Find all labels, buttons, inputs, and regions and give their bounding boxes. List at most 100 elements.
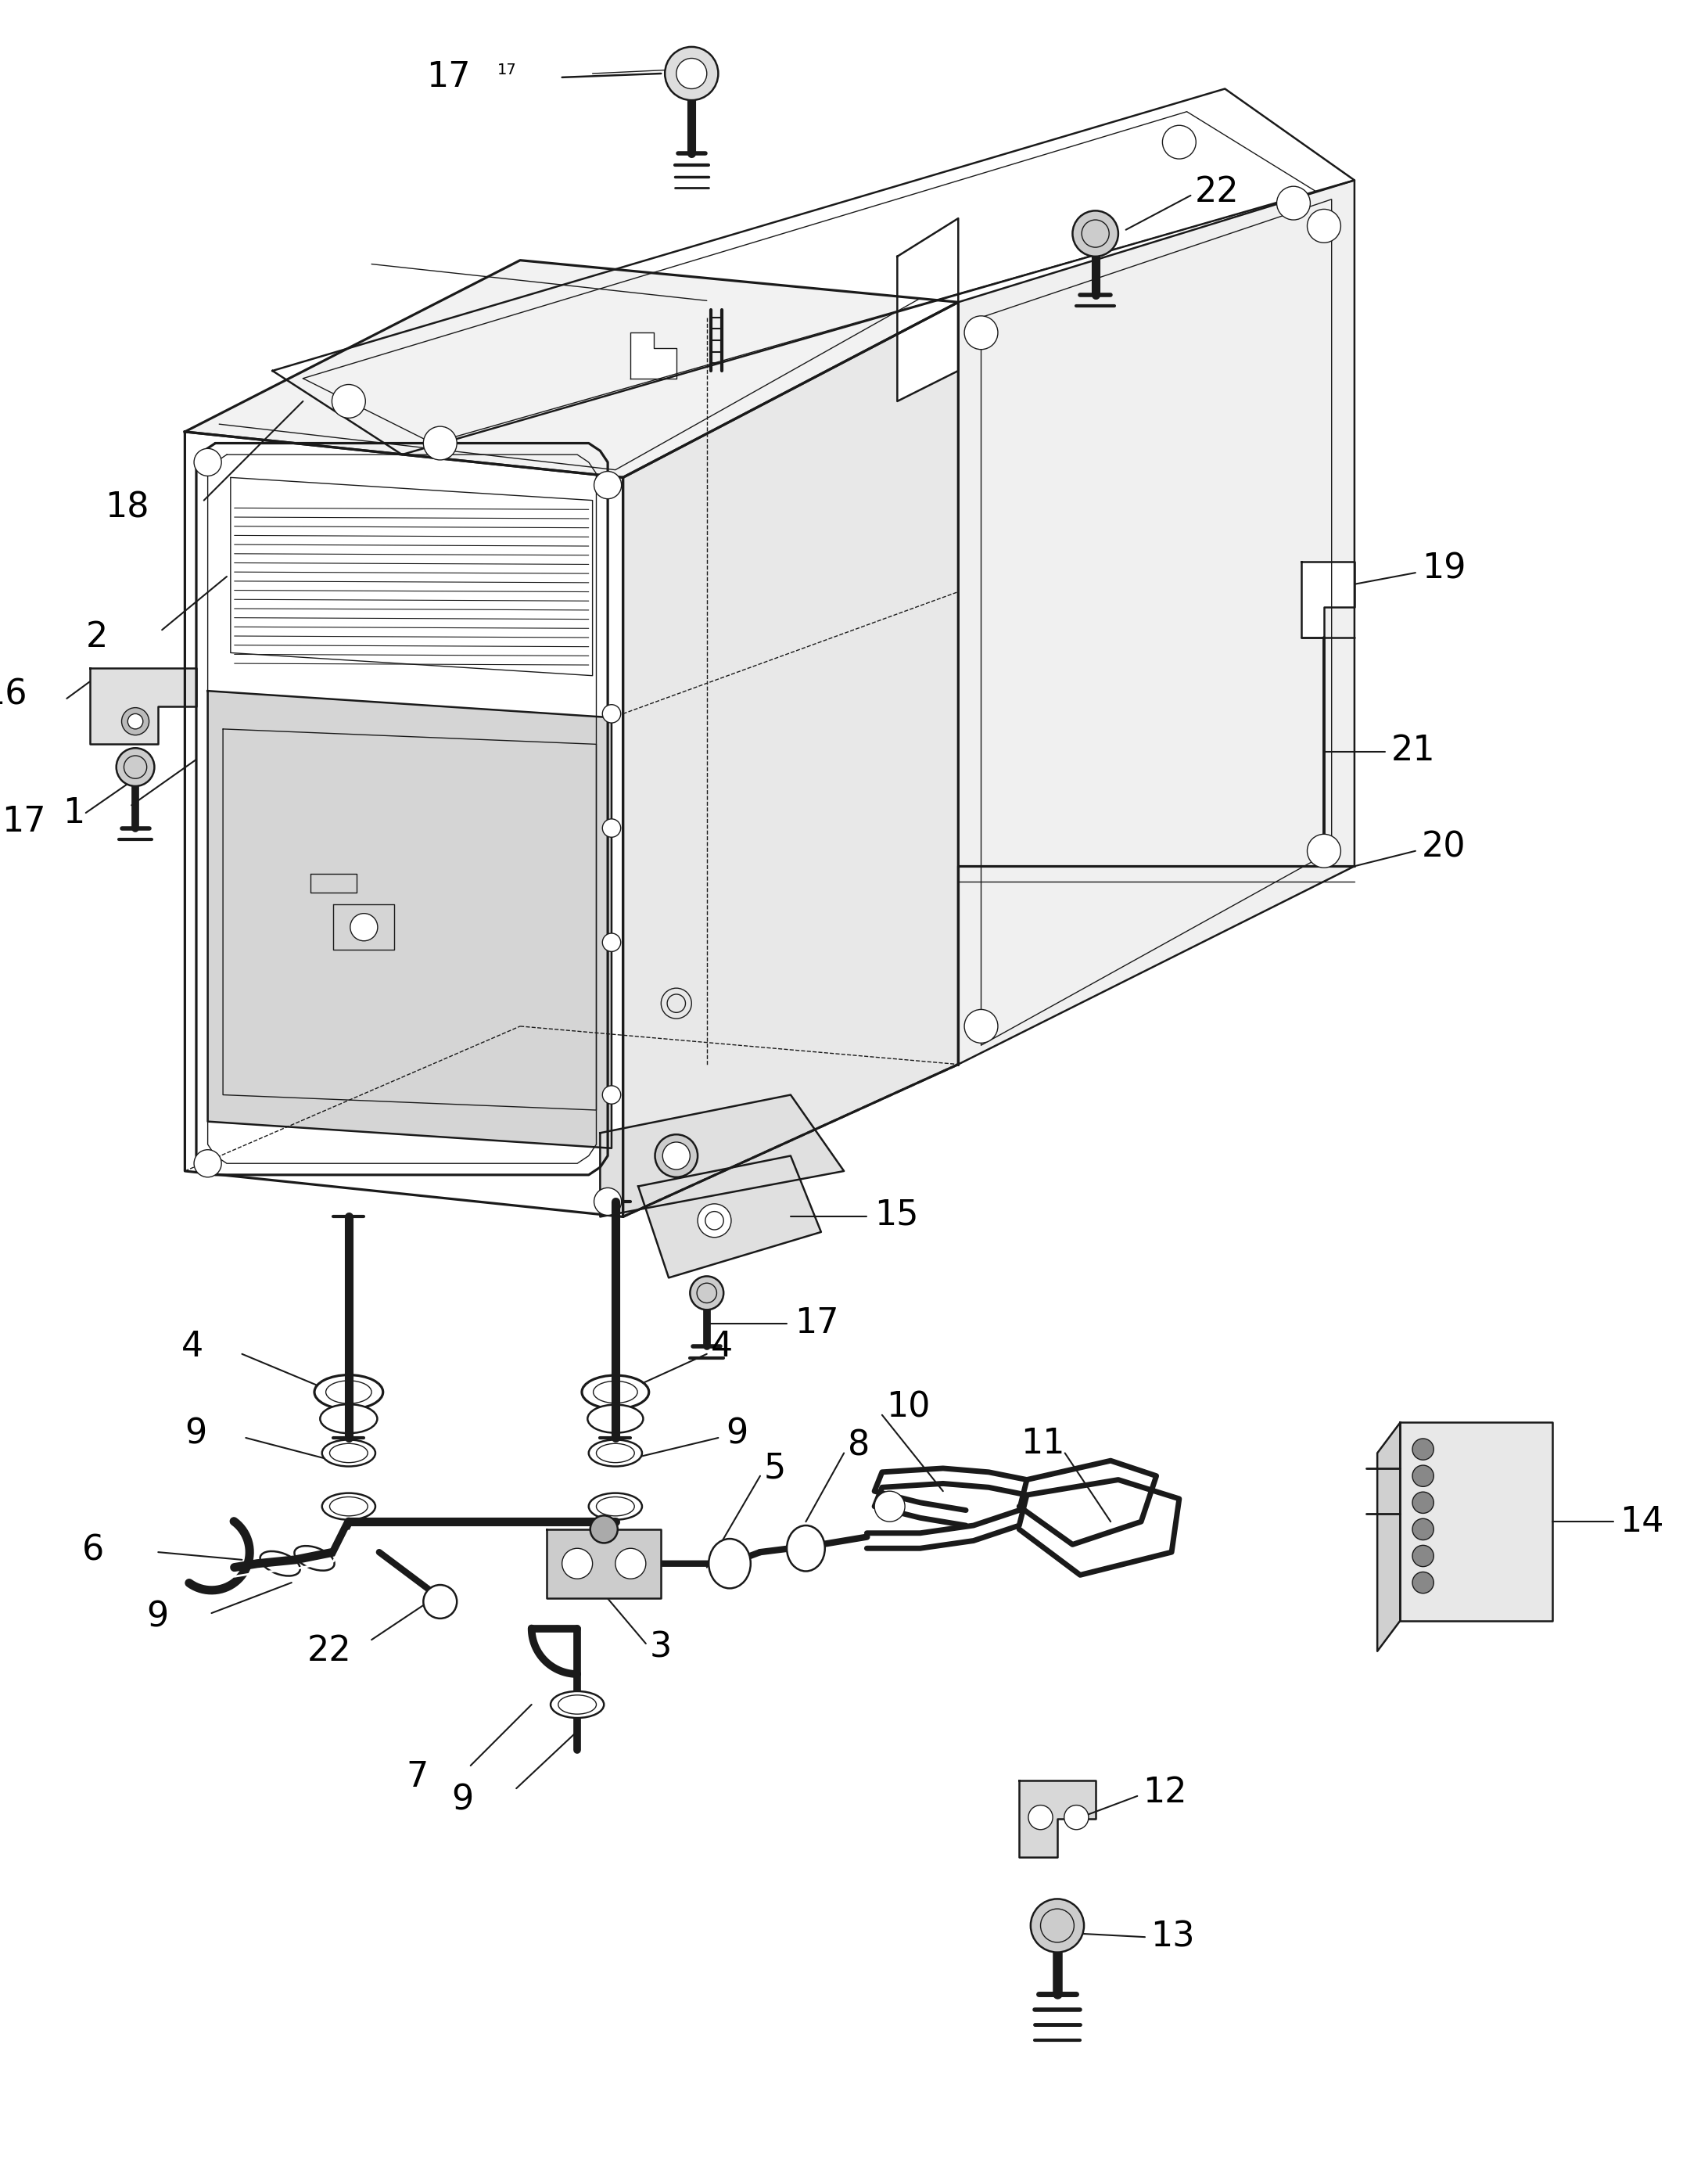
- Text: 16: 16: [0, 677, 27, 712]
- Circle shape: [697, 1205, 731, 1237]
- Circle shape: [591, 1516, 618, 1542]
- Circle shape: [603, 820, 620, 837]
- Ellipse shape: [589, 1492, 642, 1521]
- Circle shape: [615, 1549, 646, 1579]
- Text: 17: 17: [794, 1306, 839, 1341]
- Text: 17: 17: [427, 61, 471, 95]
- Ellipse shape: [596, 1497, 634, 1516]
- Ellipse shape: [550, 1691, 605, 1717]
- Ellipse shape: [593, 1380, 637, 1404]
- Circle shape: [654, 1133, 697, 1177]
- Ellipse shape: [596, 1443, 634, 1462]
- Ellipse shape: [330, 1497, 367, 1516]
- Text: 19: 19: [1421, 552, 1465, 586]
- Circle shape: [676, 58, 707, 89]
- Circle shape: [350, 913, 377, 941]
- Text: 17: 17: [2, 805, 46, 839]
- Circle shape: [1030, 1899, 1085, 1953]
- Polygon shape: [623, 303, 958, 1218]
- Ellipse shape: [588, 1404, 644, 1432]
- Circle shape: [965, 316, 997, 350]
- Circle shape: [1413, 1518, 1433, 1540]
- Ellipse shape: [314, 1376, 383, 1410]
- Text: 20: 20: [1421, 831, 1465, 863]
- Polygon shape: [208, 690, 611, 1149]
- Ellipse shape: [323, 1492, 376, 1521]
- Circle shape: [965, 1010, 997, 1043]
- Circle shape: [603, 932, 620, 952]
- Circle shape: [1278, 186, 1310, 221]
- Circle shape: [690, 1276, 724, 1311]
- Polygon shape: [1377, 1423, 1401, 1650]
- Text: 9: 9: [184, 1417, 207, 1451]
- Circle shape: [603, 1086, 620, 1103]
- Polygon shape: [639, 1155, 822, 1278]
- Circle shape: [128, 714, 143, 729]
- Polygon shape: [1401, 1423, 1553, 1620]
- Text: 21: 21: [1390, 733, 1435, 768]
- Circle shape: [1307, 210, 1341, 242]
- Polygon shape: [89, 668, 196, 744]
- Polygon shape: [630, 333, 676, 379]
- Polygon shape: [1301, 562, 1354, 638]
- Circle shape: [195, 448, 222, 476]
- Circle shape: [1413, 1438, 1433, 1460]
- Text: 14: 14: [1619, 1505, 1664, 1538]
- Text: 6: 6: [82, 1534, 104, 1568]
- Circle shape: [424, 426, 456, 461]
- Ellipse shape: [709, 1538, 750, 1588]
- Ellipse shape: [323, 1441, 376, 1467]
- Polygon shape: [184, 433, 623, 1218]
- Text: 22: 22: [307, 1635, 352, 1668]
- Ellipse shape: [589, 1441, 642, 1467]
- Circle shape: [1064, 1806, 1088, 1830]
- Text: 18: 18: [104, 491, 149, 526]
- Text: 17: 17: [497, 63, 516, 78]
- Circle shape: [1028, 1806, 1052, 1830]
- Text: 9: 9: [147, 1601, 169, 1633]
- Circle shape: [1073, 210, 1119, 257]
- Text: 3: 3: [649, 1631, 671, 1663]
- Text: 4: 4: [181, 1330, 203, 1363]
- Polygon shape: [273, 89, 1354, 454]
- Circle shape: [121, 707, 149, 735]
- Text: 7: 7: [407, 1761, 429, 1793]
- Text: 1: 1: [63, 796, 85, 831]
- Polygon shape: [600, 1094, 844, 1218]
- Text: 4: 4: [711, 1330, 733, 1363]
- Circle shape: [424, 1585, 456, 1618]
- Circle shape: [874, 1490, 905, 1521]
- Circle shape: [1413, 1492, 1433, 1514]
- Polygon shape: [184, 260, 958, 478]
- Ellipse shape: [582, 1376, 649, 1408]
- Circle shape: [1413, 1573, 1433, 1594]
- Ellipse shape: [326, 1380, 372, 1404]
- Circle shape: [663, 1142, 690, 1170]
- Polygon shape: [547, 1529, 661, 1598]
- Polygon shape: [958, 180, 1354, 1064]
- Ellipse shape: [330, 1443, 367, 1462]
- Text: 11: 11: [1021, 1428, 1064, 1460]
- Ellipse shape: [260, 1551, 301, 1577]
- Polygon shape: [1020, 1780, 1095, 1858]
- Ellipse shape: [787, 1525, 825, 1570]
- Circle shape: [195, 1151, 222, 1177]
- Text: 10: 10: [886, 1391, 931, 1423]
- Ellipse shape: [294, 1547, 335, 1570]
- Circle shape: [1413, 1544, 1433, 1566]
- Text: 13: 13: [1149, 1921, 1194, 1953]
- Text: 8: 8: [847, 1428, 869, 1462]
- Circle shape: [603, 705, 620, 722]
- Text: 12: 12: [1143, 1776, 1187, 1808]
- Text: 9: 9: [726, 1417, 748, 1451]
- Circle shape: [594, 1187, 622, 1216]
- Polygon shape: [897, 218, 958, 402]
- Circle shape: [594, 472, 622, 500]
- Text: 9: 9: [451, 1782, 473, 1817]
- Circle shape: [1307, 835, 1341, 867]
- Text: 15: 15: [874, 1198, 919, 1233]
- Text: 2: 2: [85, 621, 108, 655]
- Circle shape: [1163, 125, 1196, 158]
- Ellipse shape: [319, 1404, 377, 1434]
- Circle shape: [116, 748, 154, 785]
